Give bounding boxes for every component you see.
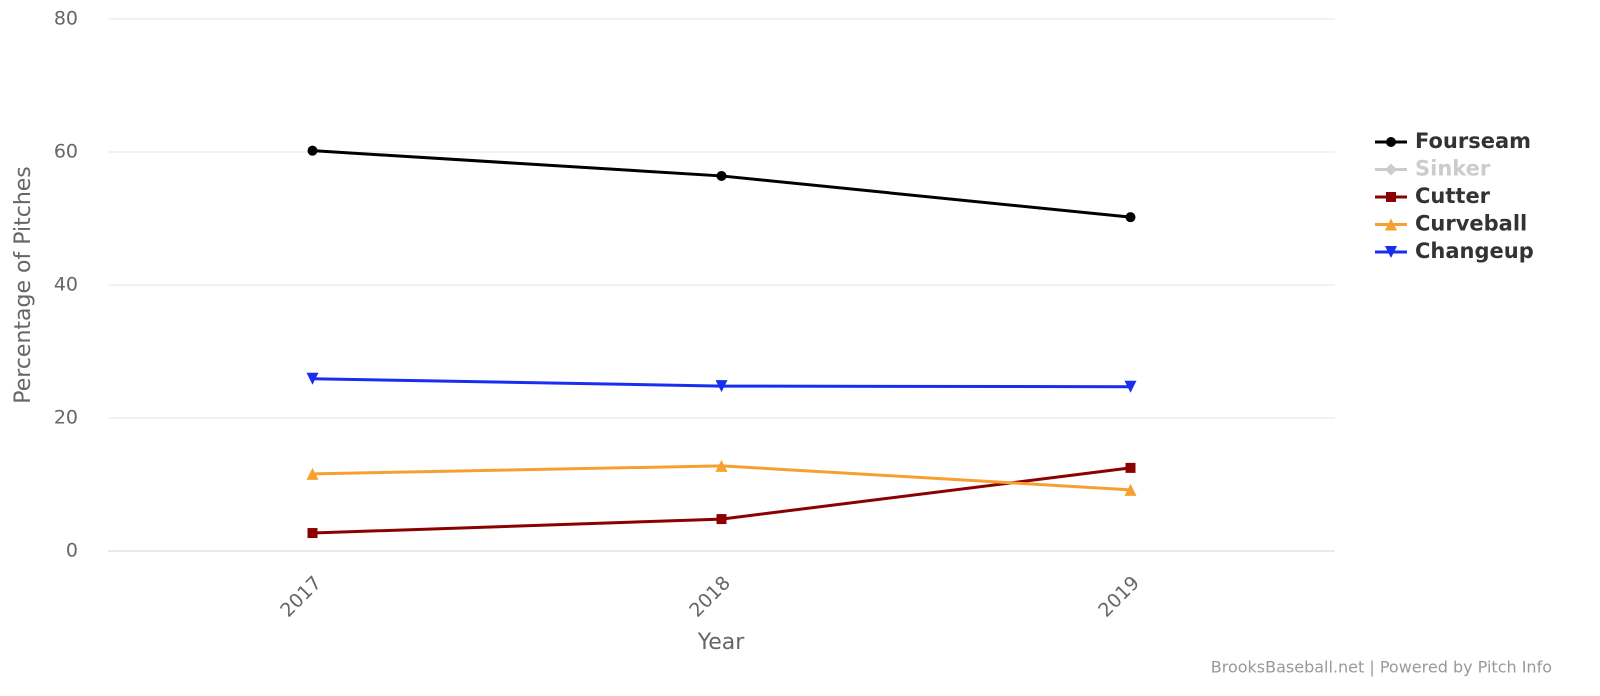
y-tick-label: 80 — [54, 8, 78, 30]
legend-marker — [1385, 218, 1397, 231]
x-tick-label: 2017 — [276, 572, 326, 622]
data-point — [1124, 483, 1137, 496]
legend-label[interactable]: Cutter — [1415, 184, 1491, 208]
data-point — [306, 372, 319, 385]
x-tick-label: 2018 — [685, 572, 735, 622]
data-point — [1124, 380, 1137, 393]
data-point — [715, 459, 728, 472]
legend-marker — [1386, 192, 1396, 202]
y-tick-label: 40 — [54, 274, 78, 296]
data-point — [1125, 462, 1136, 473]
data-point — [715, 380, 728, 393]
y-tick-label: 60 — [54, 141, 78, 163]
x-axis-title: Year — [697, 630, 746, 655]
data-point — [716, 514, 727, 525]
y-tick-label: 0 — [66, 540, 78, 562]
legend-label[interactable]: Fourseam — [1415, 129, 1531, 153]
data-point — [716, 170, 727, 181]
data-point — [307, 528, 318, 539]
legend-label[interactable]: Changeup — [1415, 239, 1534, 263]
legend-label[interactable]: Curveball — [1415, 212, 1527, 236]
data-point — [307, 145, 318, 156]
data-point — [306, 467, 319, 480]
y-tick-label: 20 — [54, 407, 78, 429]
credits: BrooksBaseball.net | Powered by Pitch In… — [1211, 658, 1552, 677]
x-tick-label: 2019 — [1094, 572, 1144, 622]
legend-marker — [1386, 137, 1396, 147]
y-axis-title: Percentage of Pitches — [11, 166, 36, 404]
legend-marker — [1385, 163, 1397, 176]
legend-label[interactable]: Sinker — [1415, 157, 1491, 181]
series-line — [312, 149, 1131, 219]
legend-marker — [1385, 246, 1397, 258]
data-point — [1125, 212, 1136, 223]
